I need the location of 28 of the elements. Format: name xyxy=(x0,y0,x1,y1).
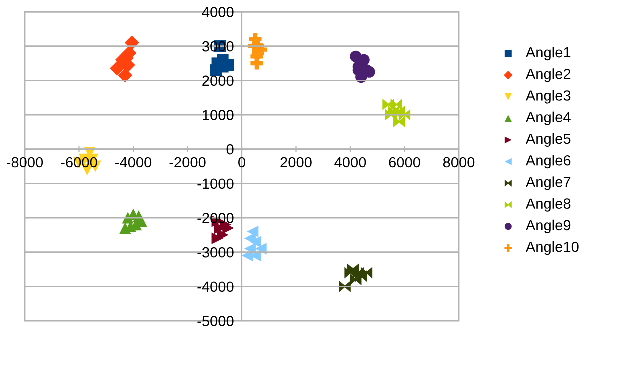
x-tick-label: 2000 xyxy=(280,157,312,168)
y-tick-label: -3000 xyxy=(198,247,234,258)
legend-label: Angle10 xyxy=(526,242,579,256)
legend-label: Angle1 xyxy=(526,46,571,61)
y-tick-label: -1000 xyxy=(198,178,234,190)
y-tick-label: -2000 xyxy=(198,213,234,224)
y-tick-label: 1000 xyxy=(203,110,234,120)
legend-label: Angle9 xyxy=(526,220,571,234)
x-tick-label: 6000 xyxy=(389,157,420,168)
x-tick-label: -4000 xyxy=(116,157,152,168)
legend-label: Angle4 xyxy=(526,112,571,126)
legend-label: Angle7 xyxy=(526,176,571,190)
x-tick-label: 8000 xyxy=(443,157,475,168)
x-tick-label: 4000 xyxy=(334,157,366,168)
y-tick-label: -4000 xyxy=(198,282,234,292)
y-tick-label: 4000 xyxy=(202,7,234,18)
y-tick-label: -5000 xyxy=(198,316,234,326)
legend-label: Angle6 xyxy=(526,155,571,169)
legend-label: Angle8 xyxy=(526,198,571,212)
y-tick-label: 2000 xyxy=(202,76,234,86)
x-tick-label: -8000 xyxy=(7,157,44,168)
legend-label: Angle2 xyxy=(526,68,571,82)
legend-label: Angle5 xyxy=(526,133,571,148)
x-tick-label: -2000 xyxy=(170,157,206,168)
y-tick-label: 0 xyxy=(226,144,234,155)
x-tick-label: 0 xyxy=(238,157,246,168)
legend-label: Angle3 xyxy=(526,90,571,104)
y-tick-label: 3000 xyxy=(202,41,234,52)
